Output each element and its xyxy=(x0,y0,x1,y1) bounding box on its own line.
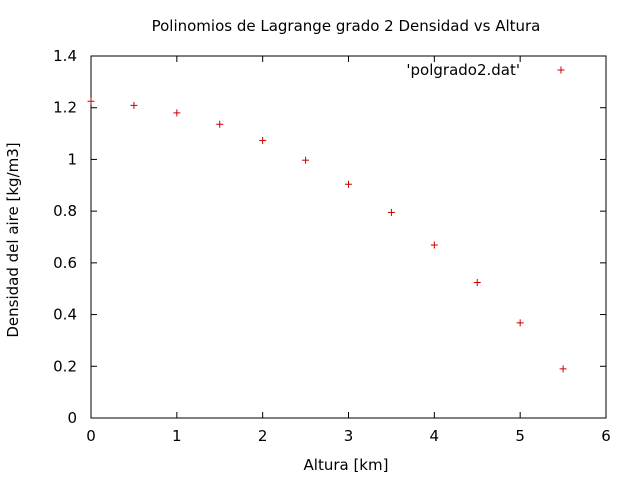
legend-marker xyxy=(557,66,565,74)
y-tick-label: 0.4 xyxy=(53,306,77,324)
x-tick-label: 0 xyxy=(86,427,96,445)
x-tick-label: 6 xyxy=(601,427,611,445)
data-point xyxy=(345,180,352,188)
y-tick-label: 0.2 xyxy=(53,357,77,375)
data-point xyxy=(87,97,95,105)
data-point xyxy=(216,120,224,128)
chart-title: Polinomios de Lagrange grado 2 Densidad … xyxy=(152,17,541,35)
y-tick-label: 1.4 xyxy=(53,47,77,65)
data-point xyxy=(387,208,395,216)
y-tick-label: 1.2 xyxy=(53,99,77,117)
plot-frame xyxy=(90,55,607,419)
data-points xyxy=(87,97,567,373)
data-point xyxy=(516,319,524,327)
y-tick-label: 0 xyxy=(67,409,77,427)
legend: 'polgrado2.dat' xyxy=(406,61,565,79)
data-point xyxy=(559,365,567,373)
x-axis-label: Altura [km] xyxy=(304,456,389,474)
x-tick-label: 4 xyxy=(430,427,440,445)
legend-marker-icon xyxy=(557,66,565,74)
data-point xyxy=(473,279,481,287)
y-tick-label: 0.8 xyxy=(53,202,77,220)
data-point xyxy=(430,241,438,249)
x-tick-label: 3 xyxy=(344,427,354,445)
y-tick-label: 0.6 xyxy=(53,254,77,272)
y-axis-label: Densidad del aire [kg/m3] xyxy=(4,142,22,337)
tick-labels: 0 1 2 3 4 5 6 0 0.2 0.4 0.6 0.8 1 1.2 1.4 xyxy=(53,47,611,445)
y-tick-label: 1 xyxy=(67,150,77,168)
x-tick-label: 5 xyxy=(515,427,525,445)
data-point xyxy=(130,101,138,109)
x-tick-label: 1 xyxy=(172,427,182,445)
legend-label: 'polgrado2.dat' xyxy=(406,61,520,79)
data-point xyxy=(259,137,267,145)
axis-ticks xyxy=(90,55,607,419)
data-point xyxy=(173,109,181,117)
x-tick-label: 2 xyxy=(258,427,268,445)
data-point xyxy=(302,156,310,164)
